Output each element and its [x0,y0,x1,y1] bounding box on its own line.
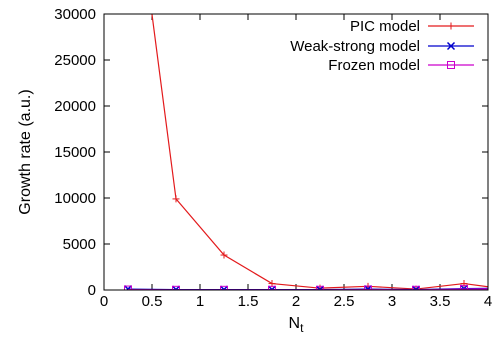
y-tick-label: 0 [88,282,96,299]
legend-marker [446,41,456,51]
plot-frame [103,13,489,291]
x-tick-label: 1.5 [238,293,259,310]
tick-labels: 0 0.5 1 1.5 2 2.5 3 3.5 4 0 5000 10000 15000 20000 250… [54,6,492,310]
y-tick-label: 5000 [63,236,96,253]
legend-marker [447,61,455,69]
legend: PIC model Weak-strong model Frozen model [290,18,474,74]
x-tick-label: 3.5 [430,293,451,310]
legend-label: PIC model [350,18,420,35]
data-point [460,285,468,290]
x-tick-label: 3 [388,293,396,310]
x-axis-title-subscript: t [300,321,304,335]
legend-marker [447,22,455,30]
x-tick-label: 1 [196,293,204,310]
legend-label: Frozen model [328,57,420,74]
y-tick-label: 30000 [54,6,96,23]
data-point [172,195,180,203]
data-point [220,251,228,259]
x-tick-label: 4 [484,293,492,310]
data-point [123,285,133,290]
data-point [316,284,324,290]
y-tick-label: 20000 [54,98,96,115]
legend-label: Weak-strong model [290,38,420,55]
y-axis-title: Growth rate (a.u.) [17,89,34,214]
x-tick-label: 0.5 [142,293,163,310]
y-tick-label: 25000 [54,52,96,69]
x-axis-title-main: N [289,315,301,332]
x-tick-label: 2.5 [334,293,355,310]
y-tick-label: 10000 [54,190,96,207]
x-axis-title: Nt [289,315,305,335]
x-tick-label: 0 [100,293,108,310]
y-tick-label: 15000 [54,144,96,161]
axis-ticks [103,13,489,291]
x-tick-label: 2 [292,293,300,310]
